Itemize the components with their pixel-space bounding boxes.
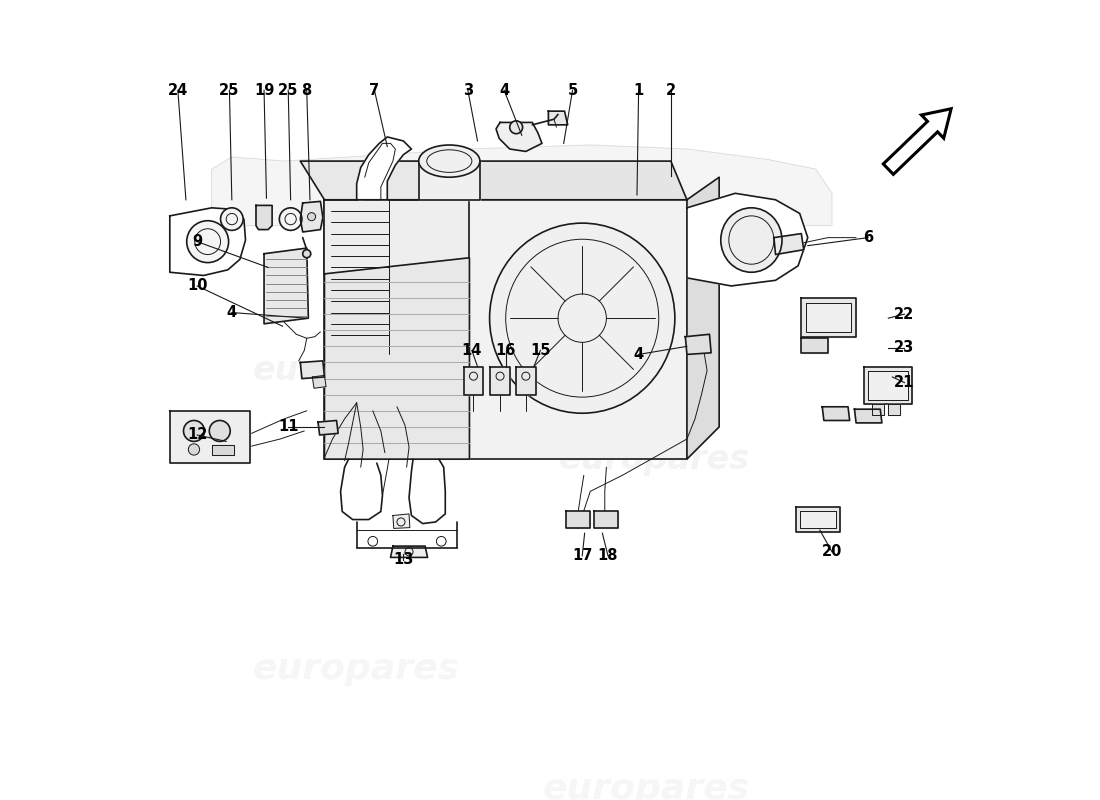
Ellipse shape <box>720 208 782 272</box>
Polygon shape <box>211 145 832 226</box>
Polygon shape <box>464 366 483 394</box>
Polygon shape <box>685 334 711 354</box>
Polygon shape <box>774 234 804 254</box>
Polygon shape <box>312 375 326 388</box>
Text: 8: 8 <box>301 82 312 98</box>
Text: 4: 4 <box>634 347 643 362</box>
Circle shape <box>308 213 316 221</box>
Polygon shape <box>300 361 324 378</box>
Text: 3: 3 <box>463 82 473 98</box>
Text: 12: 12 <box>187 427 208 442</box>
Polygon shape <box>889 404 901 415</box>
Polygon shape <box>211 445 234 455</box>
Polygon shape <box>549 111 568 125</box>
Polygon shape <box>491 366 509 394</box>
Text: 25: 25 <box>219 82 240 98</box>
Text: europares: europares <box>253 651 460 686</box>
Polygon shape <box>390 546 428 558</box>
Polygon shape <box>256 206 272 230</box>
Polygon shape <box>801 338 828 353</box>
Circle shape <box>279 208 301 230</box>
Polygon shape <box>865 366 913 404</box>
Ellipse shape <box>419 145 480 178</box>
Polygon shape <box>318 421 338 435</box>
Polygon shape <box>516 366 536 394</box>
Text: 4: 4 <box>499 82 509 98</box>
Polygon shape <box>169 208 245 275</box>
Polygon shape <box>801 298 856 337</box>
Polygon shape <box>300 161 470 200</box>
Text: 1: 1 <box>634 82 643 98</box>
Text: 2: 2 <box>666 82 675 98</box>
Polygon shape <box>419 161 480 200</box>
Circle shape <box>302 250 311 258</box>
Circle shape <box>184 421 205 442</box>
Text: 24: 24 <box>167 82 188 98</box>
Polygon shape <box>686 194 807 286</box>
Polygon shape <box>872 404 884 415</box>
Polygon shape <box>686 178 719 459</box>
Polygon shape <box>823 406 849 421</box>
Text: europares: europares <box>253 354 444 387</box>
Ellipse shape <box>490 223 675 414</box>
Polygon shape <box>324 200 686 459</box>
Text: 25: 25 <box>278 82 298 98</box>
Circle shape <box>188 444 199 455</box>
Text: 4: 4 <box>227 305 236 320</box>
Circle shape <box>187 221 229 262</box>
Text: 22: 22 <box>894 306 914 322</box>
Polygon shape <box>264 248 308 324</box>
Text: 13: 13 <box>393 552 414 567</box>
Circle shape <box>221 208 243 230</box>
Polygon shape <box>169 411 251 463</box>
Text: 6: 6 <box>864 230 873 245</box>
Text: 9: 9 <box>192 234 202 249</box>
Text: 21: 21 <box>894 375 914 390</box>
Text: 23: 23 <box>894 341 914 355</box>
Polygon shape <box>356 137 411 200</box>
Text: 19: 19 <box>254 82 274 98</box>
Text: 5: 5 <box>568 82 578 98</box>
Text: 11: 11 <box>278 419 298 434</box>
Text: europares: europares <box>543 772 750 800</box>
Polygon shape <box>446 161 686 200</box>
Text: europares: europares <box>559 442 750 476</box>
Polygon shape <box>393 514 410 529</box>
Text: 16: 16 <box>495 343 516 358</box>
Text: 18: 18 <box>597 548 618 563</box>
Text: 7: 7 <box>370 82 379 98</box>
Circle shape <box>209 421 230 442</box>
Polygon shape <box>566 511 591 528</box>
Text: 20: 20 <box>822 544 843 559</box>
Polygon shape <box>795 507 840 532</box>
Text: 14: 14 <box>462 343 482 358</box>
Polygon shape <box>800 511 836 528</box>
Text: 10: 10 <box>187 278 208 294</box>
Polygon shape <box>594 511 618 528</box>
Polygon shape <box>324 200 470 459</box>
Polygon shape <box>496 122 542 151</box>
Polygon shape <box>806 303 851 332</box>
Polygon shape <box>868 370 909 400</box>
Text: 17: 17 <box>572 548 593 563</box>
Text: 15: 15 <box>530 343 551 358</box>
Polygon shape <box>300 202 322 232</box>
Polygon shape <box>883 109 952 174</box>
Polygon shape <box>855 409 882 423</box>
Circle shape <box>509 121 522 134</box>
Polygon shape <box>324 258 470 459</box>
